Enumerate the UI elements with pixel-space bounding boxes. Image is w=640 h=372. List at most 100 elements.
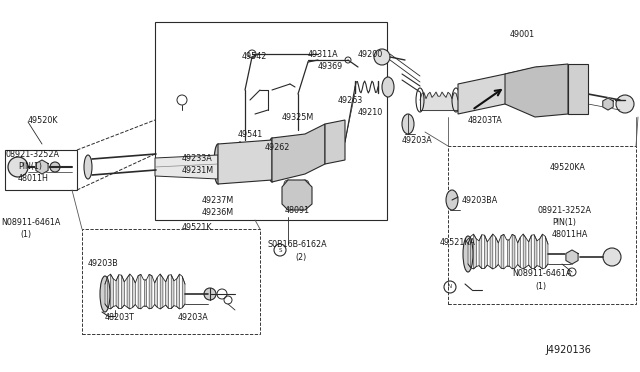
Polygon shape [160,274,163,309]
Polygon shape [172,275,174,309]
Polygon shape [166,275,168,308]
Ellipse shape [8,157,28,177]
Text: N08911-6461A: N08911-6461A [512,269,572,279]
Text: (1): (1) [20,230,31,238]
Text: (2): (2) [295,253,307,262]
Polygon shape [505,64,568,117]
Text: 49210: 49210 [358,108,383,116]
Polygon shape [272,124,325,182]
Polygon shape [523,234,526,269]
Ellipse shape [268,138,276,182]
Text: N08911-6461A: N08911-6461A [1,218,60,227]
Text: 48011HA: 48011HA [552,230,588,238]
Polygon shape [155,155,218,179]
Polygon shape [182,276,185,308]
Ellipse shape [463,236,473,272]
Ellipse shape [214,144,222,184]
Bar [5,150,77,190]
Text: 49233A: 49233A [182,154,212,163]
Polygon shape [143,280,147,306]
Polygon shape [468,236,471,268]
Ellipse shape [236,142,244,182]
Text: 49262: 49262 [265,142,291,151]
Polygon shape [138,275,141,309]
Text: 49520K: 49520K [28,115,58,125]
Polygon shape [105,276,108,308]
Text: 49542: 49542 [242,51,268,61]
Text: 49369: 49369 [318,61,343,71]
Ellipse shape [382,77,394,97]
Text: 49237M: 49237M [202,196,234,205]
Text: 49203A: 49203A [402,135,433,144]
Polygon shape [282,180,312,210]
Text: 49521K: 49521K [182,222,212,231]
Text: S0B16B-6162A: S0B16B-6162A [268,240,328,248]
Ellipse shape [100,276,110,312]
Polygon shape [325,120,345,164]
Text: 49203A: 49203A [178,312,209,321]
Polygon shape [534,235,537,269]
Ellipse shape [446,190,458,210]
Text: S: S [278,247,282,253]
Text: (1): (1) [535,282,546,291]
Polygon shape [545,236,548,268]
Polygon shape [116,275,119,309]
Polygon shape [177,274,179,309]
Polygon shape [127,274,130,309]
Polygon shape [479,235,482,269]
Text: 49236M: 49236M [202,208,234,217]
Ellipse shape [84,155,92,179]
Ellipse shape [616,95,634,113]
Text: PIN(1): PIN(1) [552,218,576,227]
Text: 08921-3252A: 08921-3252A [538,205,592,215]
Text: 49200: 49200 [358,49,383,58]
Polygon shape [507,240,509,266]
Polygon shape [155,277,157,307]
Text: 49203B: 49203B [88,260,119,269]
Polygon shape [474,234,476,269]
Polygon shape [490,234,493,269]
Polygon shape [603,98,613,110]
Ellipse shape [234,167,242,175]
Text: PIN(1): PIN(1) [18,161,42,170]
Polygon shape [568,64,588,114]
Bar [82,229,260,334]
Text: 49231M: 49231M [182,166,214,174]
Ellipse shape [603,248,621,266]
Ellipse shape [225,166,235,176]
Polygon shape [132,277,135,307]
Polygon shape [36,160,48,174]
Text: 48203T: 48203T [105,312,135,321]
Ellipse shape [374,49,390,65]
Text: 48203TA: 48203TA [468,115,503,125]
Text: 48011H: 48011H [18,173,49,183]
Text: J4920136: J4920136 [545,345,591,355]
Ellipse shape [249,161,261,173]
Polygon shape [149,275,152,309]
Text: 49520KA: 49520KA [550,163,586,171]
Text: 49263: 49263 [338,96,364,105]
Text: 48091: 48091 [285,205,310,215]
Polygon shape [529,235,531,269]
Text: 08921-3252A: 08921-3252A [5,150,59,158]
Polygon shape [111,274,113,309]
Text: 49325M: 49325M [282,112,314,122]
Polygon shape [484,235,487,269]
Text: 49203BA: 49203BA [462,196,499,205]
Bar [155,22,387,220]
Polygon shape [458,67,538,114]
Polygon shape [566,250,578,264]
Polygon shape [218,140,272,184]
Polygon shape [501,234,504,269]
Text: 49311A: 49311A [308,49,339,58]
Bar [448,146,636,304]
Text: N: N [448,285,452,289]
Polygon shape [540,234,543,269]
Text: 49521KA: 49521KA [440,237,476,247]
Ellipse shape [257,161,267,171]
Ellipse shape [204,288,216,300]
Text: 49541: 49541 [238,129,263,138]
Polygon shape [512,234,515,269]
Text: 49001: 49001 [510,29,535,38]
Polygon shape [495,237,499,267]
